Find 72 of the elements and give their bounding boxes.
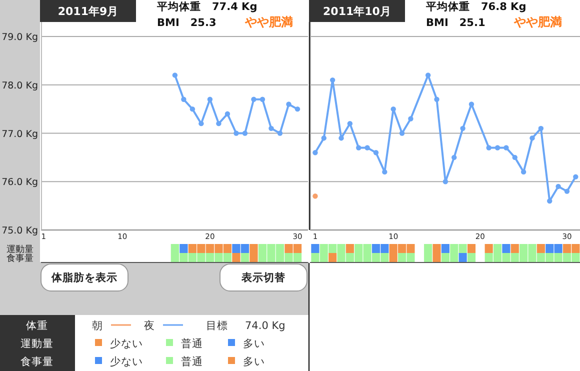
point bbox=[494, 145, 500, 150]
point bbox=[399, 130, 405, 136]
point bbox=[486, 145, 492, 150]
annotation: やや肥満 bbox=[513, 15, 562, 29]
chart-title: 2011年10月 bbox=[323, 5, 391, 18]
point bbox=[408, 116, 414, 122]
point bbox=[242, 130, 248, 136]
point bbox=[504, 145, 509, 150]
legend-title: 体重 bbox=[26, 319, 48, 332]
legend-label: 少ない bbox=[110, 355, 143, 368]
point bbox=[382, 169, 388, 175]
y-tick-label: 79.0 Kg bbox=[2, 32, 38, 44]
point bbox=[564, 188, 570, 194]
annotation: やや肥満 bbox=[244, 15, 293, 29]
point bbox=[181, 96, 186, 102]
text: 食事量 bbox=[6, 253, 34, 264]
point bbox=[251, 96, 256, 102]
legend-label: 少ない bbox=[110, 337, 143, 350]
point bbox=[364, 145, 370, 150]
point bbox=[547, 198, 552, 204]
button: 体脂肪を表示 bbox=[40, 264, 128, 292]
point bbox=[207, 96, 213, 102]
point bbox=[434, 96, 440, 102]
point bbox=[573, 174, 578, 180]
point bbox=[286, 102, 292, 107]
text: 運動量 bbox=[6, 244, 34, 255]
point bbox=[347, 120, 353, 126]
point bbox=[425, 72, 431, 78]
point bbox=[294, 106, 300, 112]
point bbox=[198, 120, 204, 126]
text: 目標 bbox=[206, 320, 228, 332]
point bbox=[312, 150, 318, 156]
legend-label: 普通 bbox=[181, 337, 203, 350]
text: 運動量 bbox=[20, 338, 54, 350]
y-tick-label: 75.0 Kg bbox=[2, 226, 38, 236]
point bbox=[321, 135, 326, 141]
annotation: BMI 25.3 bbox=[157, 17, 216, 29]
point bbox=[538, 126, 544, 132]
point bbox=[330, 77, 336, 83]
point bbox=[356, 145, 362, 150]
legend-label: 多い bbox=[243, 356, 265, 368]
text: 平均体重 77.4 Kg bbox=[156, 0, 258, 13]
legend-label: 普通 bbox=[181, 355, 203, 368]
chart-title: 2011年9月 bbox=[58, 5, 118, 18]
y-tick-label: 76.0 Kg bbox=[2, 177, 38, 188]
legend-label: 夜 bbox=[144, 319, 155, 332]
text: 平均体重 76.8 Kg bbox=[425, 0, 526, 13]
legend-label: 朝 bbox=[92, 319, 103, 332]
point bbox=[234, 130, 239, 136]
point bbox=[390, 106, 396, 112]
point bbox=[530, 135, 535, 141]
point bbox=[452, 154, 457, 160]
point bbox=[512, 154, 518, 160]
point bbox=[373, 150, 379, 156]
annotation: BMI 25.1 bbox=[426, 17, 486, 29]
text: 74.0 Kg bbox=[245, 320, 286, 332]
point bbox=[216, 120, 222, 126]
point bbox=[172, 72, 178, 78]
point bbox=[260, 96, 266, 102]
button: 表示切替 bbox=[220, 264, 308, 292]
y-tick-label: 77.0 Kg bbox=[2, 128, 38, 140]
point bbox=[190, 106, 196, 112]
point bbox=[442, 179, 448, 184]
point bbox=[556, 184, 561, 190]
point bbox=[268, 126, 274, 132]
point bbox=[224, 111, 230, 117]
point bbox=[277, 130, 283, 136]
y-tick-label: 78.0 Kg bbox=[2, 80, 38, 92]
legend-label: 多い bbox=[243, 338, 265, 350]
point bbox=[460, 126, 466, 132]
point bbox=[468, 102, 474, 107]
text: 食事量 bbox=[20, 356, 54, 368]
